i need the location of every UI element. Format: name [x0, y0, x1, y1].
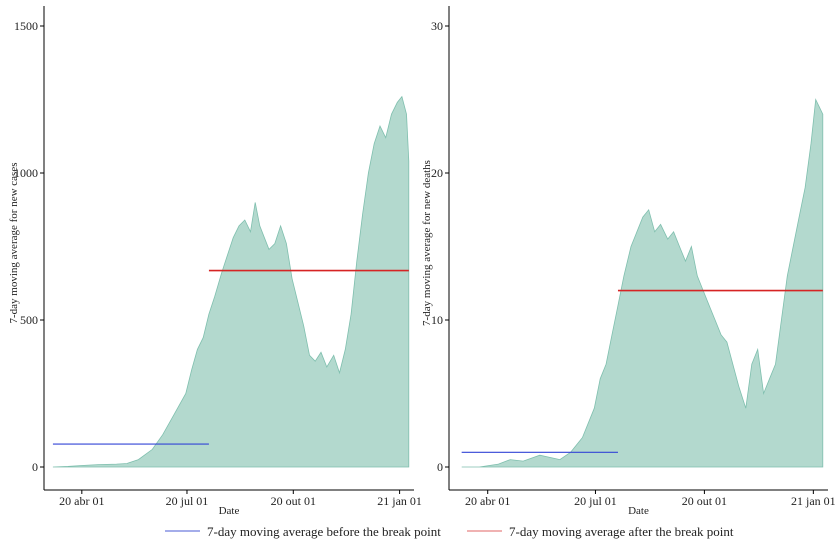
area-series — [52, 95, 410, 468]
y-tick-label: 20 — [431, 166, 443, 180]
x-tick-label: 20 jul 01 — [166, 494, 209, 508]
x-tick-label: 21 jan 01 — [377, 494, 422, 508]
y-tick-label: 1000 — [14, 166, 38, 180]
cases-panel: 0 500 1000 1500 20 abr 01 20 jul 01 20 out 01 2… — [8, 6, 422, 517]
x-tick-label: 20 jul 01 — [574, 494, 617, 508]
y-tick-label: 10 — [431, 313, 443, 327]
deaths-panel: 0 10 20 30 20 abr 01 20 jul 01 20 out 01 21 jan… — [421, 6, 836, 517]
y-tick-label: 0 — [32, 460, 38, 474]
x-tick-label: 20 abr 01 — [59, 494, 104, 508]
y-tick-label: 0 — [437, 460, 443, 474]
x-axis-label: Date — [628, 505, 649, 517]
x-tick-label: 20 out 01 — [682, 494, 727, 508]
x-axis-label: Date — [219, 505, 240, 517]
y-tick-label: 500 — [20, 313, 38, 327]
legend: 7-day moving average before the break po… — [165, 524, 734, 539]
y-tick-label: 30 — [431, 19, 443, 33]
y-tick-label: 1500 — [14, 19, 38, 33]
y-axis-label: 7-day moving average for new cases — [8, 163, 20, 324]
x-tick-label: 21 jan 01 — [791, 494, 836, 508]
legend-before-label: 7-day moving average before the break po… — [207, 524, 441, 539]
area-series — [461, 98, 824, 468]
y-axis-label: 7-day moving average for new deaths — [421, 160, 433, 326]
x-tick-label: 20 out 01 — [271, 494, 316, 508]
legend-after-label: 7-day moving average after the break poi… — [509, 524, 734, 539]
x-tick-label: 20 abr 01 — [465, 494, 510, 508]
